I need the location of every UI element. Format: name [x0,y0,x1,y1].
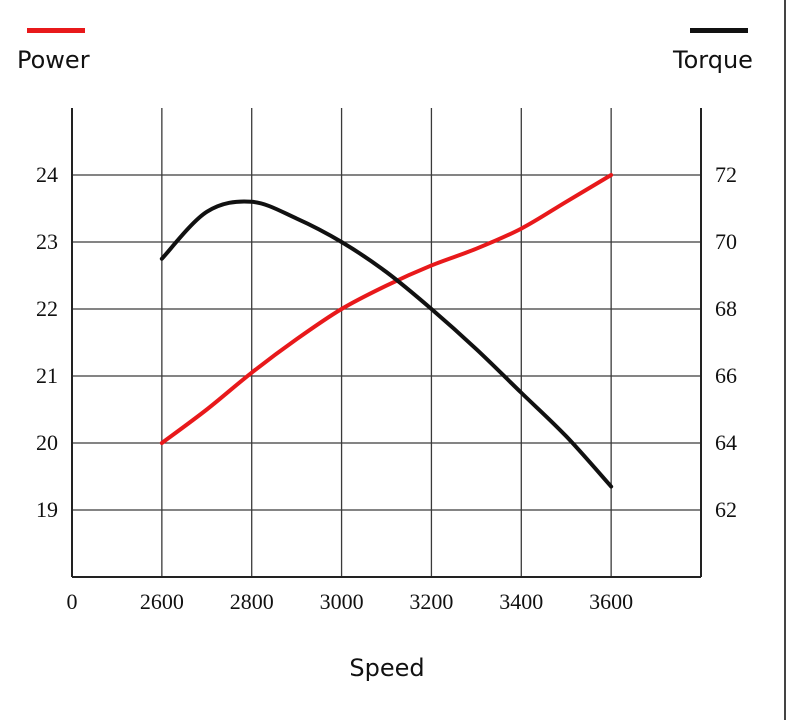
y-right-tick-label: 64 [715,430,737,455]
y-left-tick-label: 23 [36,229,58,254]
y-left-tick-label: 20 [36,430,58,455]
y-left-tick-label: 21 [36,363,58,388]
y-right-tick-label: 68 [715,296,737,321]
y-left-tick-label: 19 [36,497,58,522]
x-axis-title: Speed [349,654,424,682]
series-line-torque [159,199,614,489]
y-left-tick-label: 24 [36,162,58,187]
legend-swatch-power [27,28,85,33]
x-tick-label: 3600 [589,589,633,614]
y-left-tick-label: 22 [36,296,58,321]
legend-label-power: Power [17,46,90,74]
x-tick-label: 3200 [409,589,453,614]
x-tick-label: 3000 [320,589,364,614]
x-tick-label: 2600 [140,589,184,614]
legend-label-torque: Torque [673,46,753,74]
x-tick-label: 0 [67,589,78,614]
legend-swatch-torque [690,28,748,33]
y-right-tick-label: 66 [715,363,737,388]
x-tick-label: 2800 [230,589,274,614]
y-right-tick-label: 62 [715,497,737,522]
series-line-power [159,173,614,445]
y-right-tick-label: 70 [715,229,737,254]
x-tick-label: 3400 [499,589,543,614]
y-right-tick-label: 72 [715,162,737,187]
